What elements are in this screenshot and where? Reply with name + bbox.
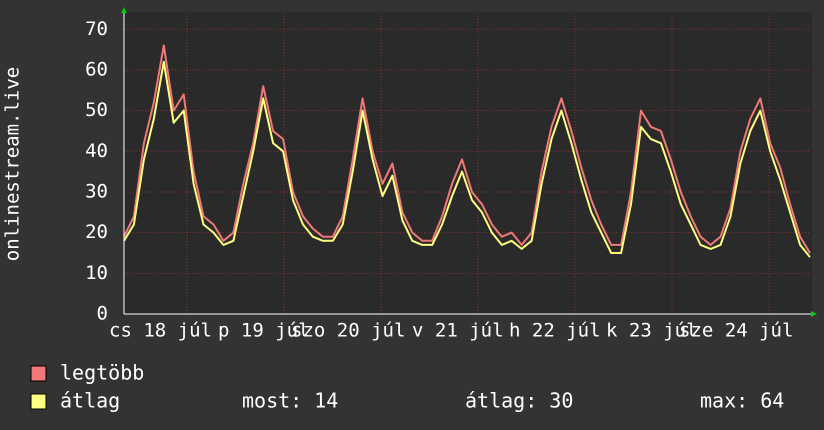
plot-area bbox=[124, 12, 812, 314]
legend-label: legtöbb bbox=[60, 361, 144, 385]
grid bbox=[124, 13, 810, 315]
x-arrow bbox=[811, 311, 817, 317]
x-tick-label: p 19 júl bbox=[218, 320, 310, 342]
x-tick-label: sze 24 júl bbox=[679, 320, 793, 342]
legend-swatch bbox=[30, 365, 47, 382]
y-tick-label: 50 bbox=[85, 99, 108, 121]
legend-stat: most: 14 bbox=[242, 389, 338, 413]
x-tick-label: szo 20 júl bbox=[291, 320, 405, 342]
legend-swatch bbox=[30, 393, 47, 410]
legend-stat: max: 64 bbox=[700, 389, 784, 413]
y-tick-label: 10 bbox=[85, 262, 108, 284]
legend-label: átlag bbox=[60, 389, 120, 413]
series-line bbox=[123, 44, 811, 254]
x-tick-label: cs 18 júl bbox=[109, 320, 212, 342]
y-tick-label: 0 bbox=[97, 303, 108, 325]
legend-stat: átlag: 30 bbox=[465, 389, 573, 413]
y-tick-label: 60 bbox=[85, 58, 108, 80]
x-tick-label: h 22 júl bbox=[509, 320, 601, 342]
y-tick-label: 70 bbox=[85, 18, 108, 40]
y-tick-label: 30 bbox=[85, 180, 108, 202]
series-line bbox=[123, 60, 811, 258]
y-tick-label: 40 bbox=[85, 140, 108, 162]
x-tick-label: k 23 júl bbox=[606, 320, 698, 342]
y-tick-label: 20 bbox=[85, 221, 108, 243]
marks bbox=[123, 44, 811, 258]
x-tick-label: v 21 júl bbox=[412, 320, 504, 342]
y-axis-label: onlinestream.live bbox=[2, 67, 24, 261]
y-arrow bbox=[121, 7, 127, 13]
